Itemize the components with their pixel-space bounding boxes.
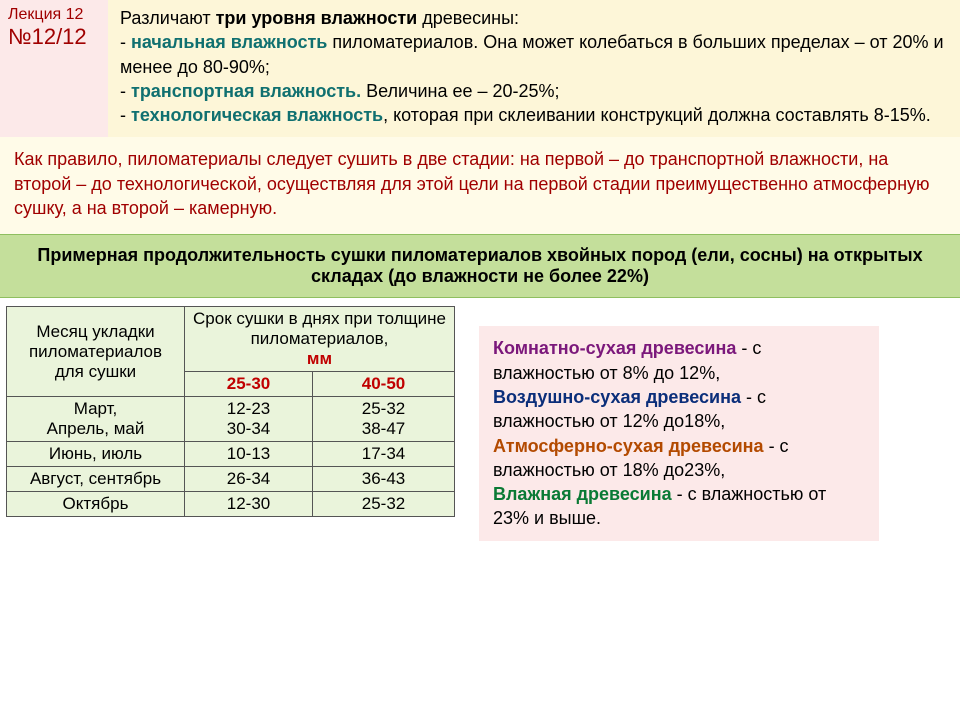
b2b: транспортная влажность. [131,81,361,101]
top-row: Лекция 12 №12/12 Различают три уровня вл… [0,0,960,137]
b3c: , которая при склеивании конструкций дол… [383,105,931,125]
bullet-3: - технологическая влажность, которая при… [120,103,948,127]
cell-a: 10-13 [185,442,313,467]
bullet-2: - транспортная влажность. Величина ее – … [120,79,948,103]
cell-month: Октябрь [7,492,185,517]
rule-text: Как правило, пиломатериалы следует сушит… [0,137,960,234]
table-wrap: Месяц укладки пиломатериалов для сушки С… [0,298,461,517]
intro-b: три уровня влажности [216,8,418,28]
drying-table: Месяц укладки пиломатериалов для сушки С… [6,306,455,517]
legend-k4: Влажная древесина [493,484,677,504]
b2c: Величина ее – 20-25%; [361,81,559,101]
legend-k3: Атмосферно-сухая древесина [493,436,764,456]
bullet-1: - начальная влажность пиломатериалов. Он… [120,30,948,79]
bottom-row: Месяц укладки пиломатериалов для сушки С… [0,298,960,540]
table-title: Примерная продолжительность сушки пилома… [0,234,960,298]
th-month: Месяц укладки пиломатериалов для сушки [7,307,185,397]
b3b: технологическая влажность [131,105,383,125]
intro-line: Различают три уровня влажности древесины… [120,6,948,30]
table-row: Октябрь 12-30 25-32 [7,492,455,517]
lecture-label: Лекция 12 [8,6,100,24]
table-row: Март, Апрель, май 12-23 30-34 25-32 38-4… [7,397,455,442]
th-col2: 40-50 [313,372,455,397]
table-row: Август, сентябрь 26-34 36-43 [7,467,455,492]
table-row: Июнь, июль 10-13 17-34 [7,442,455,467]
legend-k2: Воздушно-сухая древесина [493,387,741,407]
lecture-number: №12/12 [8,24,100,50]
cell-a: 12-30 [185,492,313,517]
cell-a: 26-34 [185,467,313,492]
th-days-unit: мм [307,349,332,368]
b3a: - [120,105,131,125]
lecture-box: Лекция 12 №12/12 [0,0,108,137]
b2a: - [120,81,131,101]
cell-b: 36-43 [313,467,455,492]
cell-month: Июнь, июль [7,442,185,467]
intro-c: древесины: [417,8,519,28]
legend-box: Комнатно-сухая древесина - с влажностью … [479,326,879,540]
b1a: - [120,32,131,52]
cell-month: Март, Апрель, май [7,397,185,442]
th-days-a: Срок сушки в днях при толщине пиломатери… [193,309,446,348]
legend-k1: Комнатно-сухая древесина [493,338,736,358]
cell-a: 12-23 30-34 [185,397,313,442]
th-col1: 25-30 [185,372,313,397]
th-days: Срок сушки в днях при толщине пиломатери… [185,307,455,372]
cell-b: 17-34 [313,442,455,467]
cell-month: Август, сентябрь [7,467,185,492]
cell-b: 25-32 38-47 [313,397,455,442]
b1b: начальная влажность [131,32,327,52]
main-text: Различают три уровня влажности древесины… [108,0,960,137]
intro-a: Различают [120,8,216,28]
table-header-row: Месяц укладки пиломатериалов для сушки С… [7,307,455,372]
cell-b: 25-32 [313,492,455,517]
